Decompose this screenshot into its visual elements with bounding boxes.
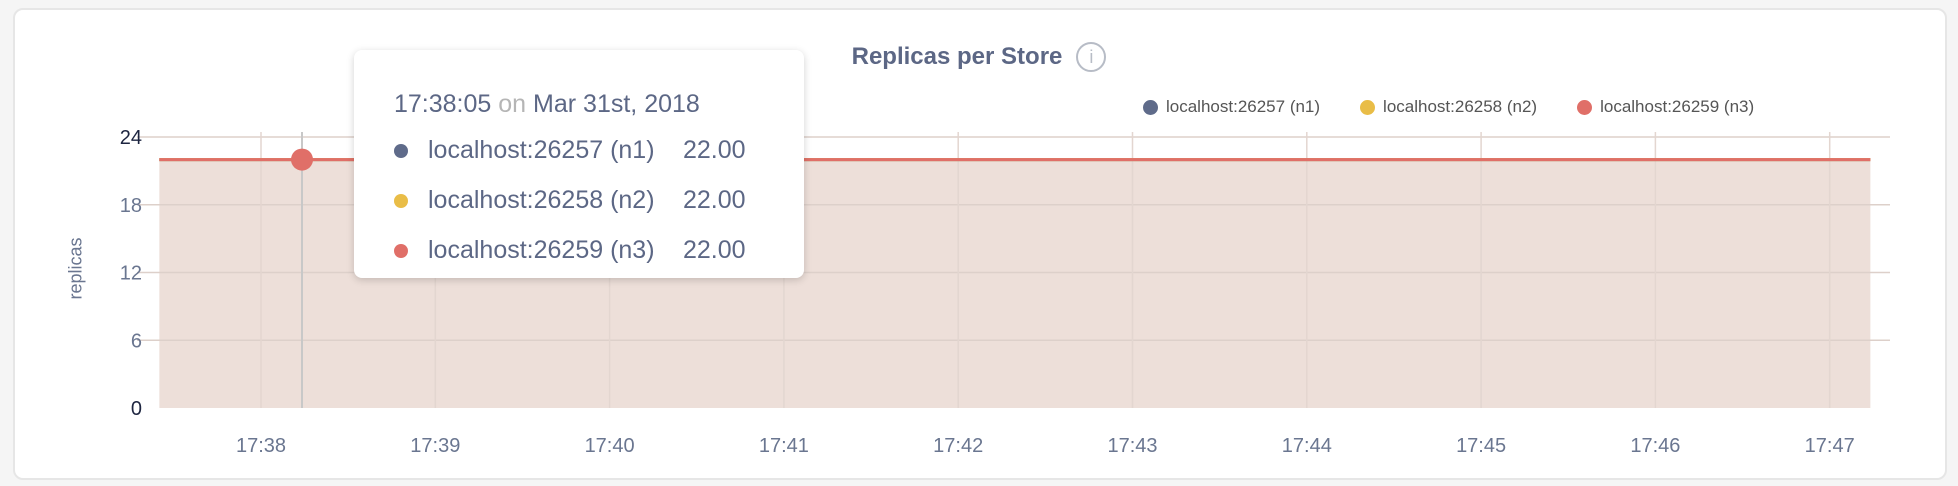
chart-title: Replicas per Store (851, 43, 1063, 70)
legend-item: localhost:26258 (n2) (1360, 97, 1537, 117)
legend: localhost:26257 (n1) localhost:26258 (n2… (1143, 97, 1754, 117)
tooltip-value: 22.00 (683, 236, 746, 264)
tooltip-header: 17:38:05 on Mar 31st, 2018 (394, 90, 700, 119)
series-dot-icon (394, 143, 408, 158)
x-tick-label: 17:39 (410, 435, 460, 457)
tooltip-row: localhost:26258 (n2) 22.00 (394, 186, 746, 215)
x-tick-label: 17:42 (933, 435, 983, 457)
tooltip-row: localhost:26257 (n1) 22.00 (394, 136, 746, 165)
tooltip-series-name: localhost:26257 (n1) (428, 136, 655, 164)
y-tick-label: 18 (120, 195, 142, 217)
legend-dot-icon (1143, 99, 1158, 115)
x-tick-label: 17:41 (759, 435, 809, 457)
x-tick-label: 17:45 (1456, 435, 1506, 457)
chart-title-wrap: Replicas per Store i (0, 42, 1958, 72)
tooltip-row: localhost:26259 (n3) 22.00 (394, 236, 746, 265)
x-tick-label: 17:43 (1107, 435, 1157, 457)
info-icon[interactable]: i (1076, 42, 1107, 72)
x-tick-label: 17:44 (1282, 435, 1332, 457)
x-tick-label: 17:47 (1805, 435, 1855, 457)
tooltip-value: 22.00 (683, 136, 746, 164)
tooltip-on: on (498, 90, 527, 118)
tooltip-date: Mar 31st, 2018 (533, 90, 700, 118)
x-tick-label: 17:46 (1630, 435, 1680, 457)
tooltip: 17:38:05 on Mar 31st, 2018 localhost:262… (354, 50, 804, 278)
x-tick-label: 17:40 (585, 435, 635, 457)
series-dot-icon (394, 243, 408, 258)
legend-label: localhost:26258 (n2) (1383, 97, 1538, 116)
tooltip-series-name: localhost:26259 (n3) (428, 236, 655, 264)
tooltip-value: 22.00 (683, 186, 746, 214)
legend-dot-icon (1577, 99, 1593, 115)
x-tick-label: 17:38 (236, 435, 286, 457)
legend-label: localhost:26257 (n1) (1166, 97, 1321, 116)
tooltip-time: 17:38:05 (394, 90, 492, 118)
y-tick-label: 6 (131, 330, 142, 352)
series-dot-icon (394, 193, 408, 208)
hover-point (291, 148, 313, 171)
y-tick-label: 0 (131, 398, 142, 420)
legend-item: localhost:26259 (n3) (1577, 97, 1754, 117)
legend-item: localhost:26257 (n1) (1143, 97, 1320, 117)
tooltip-series-name: localhost:26258 (n2) (428, 186, 655, 214)
legend-label: localhost:26259 (n3) (1600, 97, 1755, 116)
legend-dot-icon (1360, 99, 1376, 115)
y-tick-label: 12 (120, 263, 142, 285)
y-tick-label: 24 (120, 127, 142, 149)
